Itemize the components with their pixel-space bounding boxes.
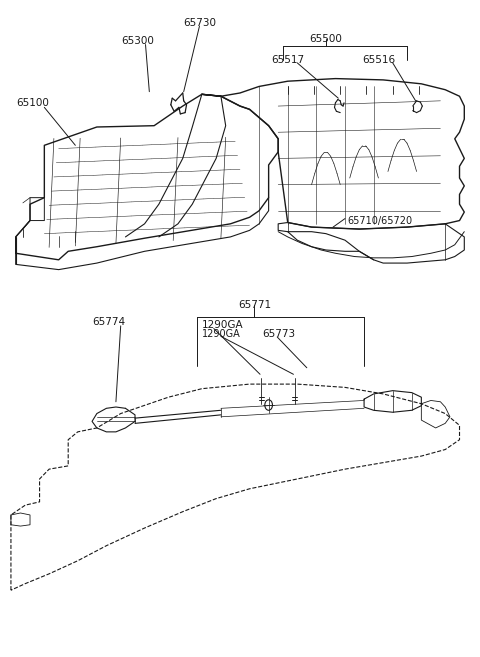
Text: 65500: 65500: [310, 34, 342, 44]
Text: 1290GA: 1290GA: [202, 320, 243, 330]
Text: 65710/65720: 65710/65720: [348, 216, 412, 226]
Text: 1290GA: 1290GA: [202, 329, 240, 340]
Text: 65771: 65771: [238, 300, 271, 310]
Text: 65774: 65774: [92, 317, 125, 327]
Text: 65516: 65516: [362, 55, 395, 64]
Text: 65300: 65300: [121, 35, 154, 45]
Text: 65773: 65773: [262, 329, 295, 340]
Text: 65517: 65517: [271, 55, 304, 64]
Text: 65100: 65100: [16, 98, 49, 108]
Text: 65730: 65730: [183, 18, 216, 28]
